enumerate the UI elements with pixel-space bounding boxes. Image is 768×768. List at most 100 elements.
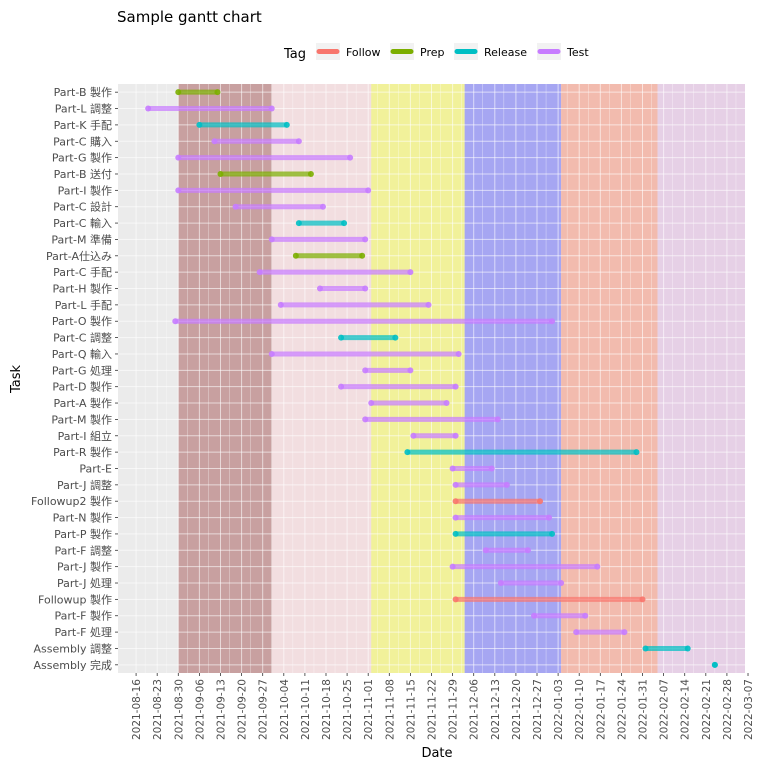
- y-tick-label: Part-J 製作: [57, 560, 112, 574]
- x-tick-label: 2021-08-16: [131, 679, 143, 740]
- y-tick-label: Part-A仕込み: [46, 250, 112, 263]
- y-tick-label: Part-A 製作: [54, 396, 112, 410]
- task-end-point: [452, 432, 459, 439]
- task-start-point: [362, 367, 369, 374]
- y-tick-label: Part-J 調整: [57, 478, 112, 492]
- task-start-point: [175, 187, 182, 194]
- task-end-point: [711, 661, 718, 668]
- x-tick-label: 2022-01-03: [553, 679, 565, 740]
- legend-key-point: [408, 49, 414, 54]
- y-tick-label: Part-P 製作: [54, 527, 112, 541]
- x-tick-label: 2021-09-13: [215, 679, 227, 740]
- task-end-point: [359, 252, 366, 259]
- y-tick-label: Part-F 処理: [54, 626, 112, 639]
- task-start-point: [196, 121, 203, 128]
- plot-panel: [118, 84, 745, 673]
- y-tick-label: Part-F 調整: [54, 543, 112, 557]
- task-end-point: [546, 514, 553, 521]
- task-start-point: [145, 105, 152, 112]
- task-end-point: [684, 645, 691, 652]
- legend-key-point: [316, 49, 322, 54]
- task-end-point: [582, 612, 589, 619]
- task-start-point: [217, 170, 224, 177]
- task-end-point: [362, 236, 369, 243]
- x-tick-label: 2022-02-21: [701, 679, 713, 740]
- x-tick-label: 2021-09-27: [258, 679, 270, 740]
- phase-bands: [178, 84, 745, 673]
- phase-band-2: [271, 84, 372, 673]
- x-tick-label: 2021-11-08: [384, 679, 396, 740]
- x-axis-title: Date: [421, 746, 452, 761]
- task-start-point: [295, 220, 302, 227]
- task-end-point: [362, 285, 369, 292]
- task-start-point: [642, 645, 649, 652]
- phase-band-1: [178, 84, 272, 673]
- x-tick-label: 2022-01-24: [616, 679, 628, 740]
- task-start-point: [452, 498, 459, 505]
- x-tick-label: 2022-01-31: [638, 679, 650, 740]
- y-tick-label: Part-I 組立: [58, 429, 112, 443]
- y-tick-label: Part-C 輸入: [53, 216, 112, 230]
- legend-label: Prep: [420, 46, 444, 59]
- y-axis-title: Task: [9, 365, 24, 395]
- task-start-point: [175, 154, 182, 161]
- task-end-point: [392, 334, 399, 341]
- task-start-point: [172, 318, 179, 325]
- task-end-point: [443, 400, 450, 407]
- y-tick-label: Assembly 調整: [33, 641, 112, 655]
- task-start-point: [256, 269, 263, 276]
- task-start-point: [573, 629, 580, 636]
- task-start-point: [175, 89, 182, 96]
- task-end-point: [639, 596, 646, 603]
- y-tick-label: Part-L 調整: [55, 102, 112, 116]
- x-tick-label: 2021-11-29: [448, 679, 460, 740]
- phase-band-6: [657, 84, 745, 673]
- legend-title: Tag: [283, 47, 306, 62]
- y-tick-label: Followup 製作: [38, 592, 112, 606]
- x-tick-label: 2021-10-25: [342, 679, 354, 740]
- task-start-point: [452, 481, 459, 488]
- y-tick-label: Part-C 設計: [53, 200, 112, 214]
- y-tick-label: Part-C 調整: [53, 331, 112, 345]
- x-tick-label: 2022-02-14: [680, 679, 692, 740]
- y-tick-label: Part-G 製作: [52, 151, 112, 165]
- y-tick-label: Part-D 製作: [52, 380, 112, 394]
- chart-title: Sample gantt chart: [117, 8, 262, 26]
- task-end-point: [407, 367, 414, 374]
- y-tick-label: Part-B 送付: [54, 167, 112, 181]
- task-start-point: [362, 416, 369, 423]
- task-end-point: [488, 465, 495, 472]
- task-end-point: [347, 154, 354, 161]
- x-tick-label: 2021-10-18: [321, 679, 333, 740]
- task-start-point: [268, 350, 275, 357]
- task-end-point: [295, 138, 302, 145]
- x-tick-label: 2021-10-11: [300, 679, 312, 740]
- task-start-point: [292, 252, 299, 259]
- y-tick-label: Part-K 手配: [54, 118, 112, 132]
- y-tick-label: Part-H 製作: [53, 282, 112, 296]
- x-tick-label: 2021-09-20: [237, 679, 249, 740]
- y-tick-label: Followup2 製作: [31, 494, 112, 508]
- task-end-point: [549, 530, 556, 537]
- task-start-point: [368, 400, 375, 407]
- task-end-point: [537, 498, 544, 505]
- legend-key-point: [334, 49, 340, 54]
- y-tick-label: Part-I 製作: [58, 183, 112, 197]
- y-tick-label: Part-L 手配: [55, 298, 112, 312]
- y-tick-label: Part-N 製作: [53, 511, 112, 525]
- task-end-point: [633, 449, 640, 456]
- legend-key-point: [537, 49, 543, 54]
- task-end-point: [283, 121, 290, 128]
- y-tick-label: Part-Q 輸入: [52, 347, 112, 361]
- x-tick-label: 2022-02-28: [722, 679, 734, 740]
- y-tick-label: Part-R 製作: [53, 445, 112, 459]
- task-end-point: [621, 629, 628, 636]
- task-bars: [145, 89, 718, 668]
- x-tick-label: 2021-08-23: [152, 679, 164, 740]
- x-tick-label: 2021-10-04: [279, 679, 291, 740]
- y-tick-label: Part-O 製作: [52, 314, 112, 328]
- task-start-point: [211, 138, 218, 145]
- task-start-point: [449, 465, 456, 472]
- x-tick-label: 2021-12-20: [511, 679, 523, 740]
